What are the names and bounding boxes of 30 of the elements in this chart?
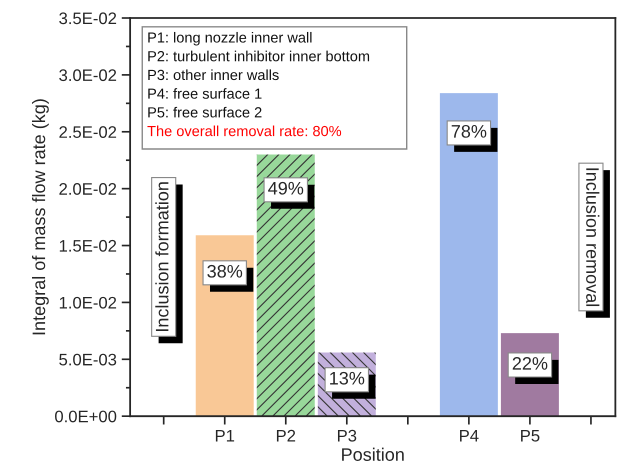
x-axis-title: Position — [342, 448, 404, 461]
y-tick-label: 5.0E-03 — [59, 354, 116, 366]
x-tick-label: P1 — [216, 430, 234, 442]
y-tick-label: 0.0E+00 — [55, 410, 116, 422]
annotation: 13% — [330, 372, 364, 385]
y-tick-label: 1.0E-02 — [60, 296, 116, 309]
annotation: 78% — [452, 124, 486, 138]
y-axis-title: Integral of mass flow rate (kg) — [32, 99, 49, 334]
y-tick-label: 3.5E-02 — [59, 12, 116, 24]
y-tick-label: 2.0E-02 — [59, 183, 116, 195]
y-tick-label: 1.5E-02 — [60, 240, 116, 252]
annotation: P5: free surface 2 — [148, 106, 262, 118]
annotation: P1: long nozzle inner wall — [148, 32, 312, 46]
annotation: The overall removal rate: 80% — [147, 126, 342, 136]
bar — [256, 154, 315, 416]
x-tick-label: P3 — [338, 430, 356, 442]
annotation: P4: free surface 1 — [148, 88, 262, 99]
bar — [440, 93, 498, 416]
x-tick-label: P5 — [521, 430, 540, 442]
y-tick-label: 3.0E-02 — [59, 69, 116, 82]
x-tick-label: P2 — [276, 430, 296, 442]
annotation: 22% — [512, 357, 548, 370]
annotation: 38% — [207, 264, 242, 278]
annotation: P2: turbulent inhibitor inner bottom — [148, 50, 370, 62]
x-tick-label: P4 — [460, 430, 479, 442]
annotation: P3: other inner walls — [148, 69, 279, 80]
annotation: Inclusion removal — [586, 168, 600, 306]
y-tick-label: 2.5E-02 — [59, 126, 116, 138]
annotation: 49% — [268, 182, 304, 195]
annotation: Inclusion formation — [155, 182, 169, 332]
